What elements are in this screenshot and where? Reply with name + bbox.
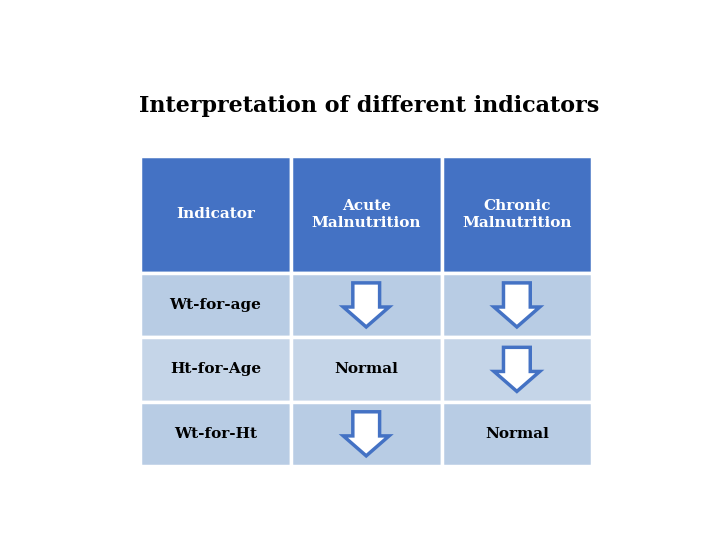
Polygon shape bbox=[494, 347, 540, 392]
Text: Indicator: Indicator bbox=[176, 207, 255, 221]
Bar bbox=[140, 402, 291, 466]
Text: Acute
Malnutrition: Acute Malnutrition bbox=[312, 199, 421, 230]
Bar bbox=[441, 273, 593, 337]
Bar bbox=[140, 273, 291, 337]
Text: Ht-for-Age: Ht-for-Age bbox=[170, 362, 261, 376]
Bar bbox=[441, 402, 593, 466]
Bar bbox=[291, 273, 441, 337]
Bar bbox=[291, 156, 441, 273]
Text: Normal: Normal bbox=[485, 427, 549, 441]
Bar bbox=[291, 337, 441, 402]
Text: Wt-for-Ht: Wt-for-Ht bbox=[174, 427, 257, 441]
Text: Interpretation of different indicators: Interpretation of different indicators bbox=[139, 96, 599, 117]
Polygon shape bbox=[343, 283, 389, 327]
Text: Chronic
Malnutrition: Chronic Malnutrition bbox=[462, 199, 572, 230]
Text: Wt-for-age: Wt-for-age bbox=[170, 298, 261, 312]
Bar bbox=[140, 337, 291, 402]
Bar bbox=[140, 156, 291, 273]
Text: Normal: Normal bbox=[334, 362, 398, 376]
Bar bbox=[441, 156, 593, 273]
Bar bbox=[441, 337, 593, 402]
Polygon shape bbox=[494, 283, 540, 327]
Bar bbox=[291, 402, 441, 466]
Polygon shape bbox=[343, 412, 389, 456]
